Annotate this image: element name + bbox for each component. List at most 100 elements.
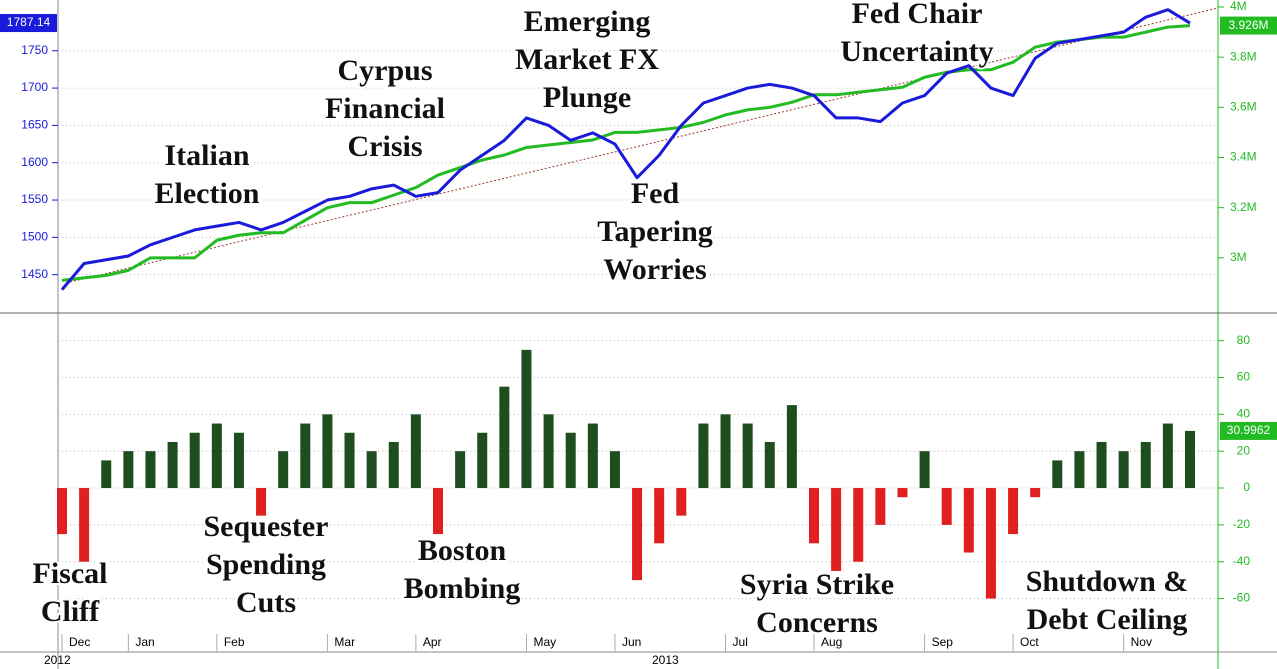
bar: [853, 488, 864, 562]
bar: [609, 451, 620, 489]
annotation: Worries: [603, 253, 706, 286]
annotation: Emerging: [524, 5, 651, 38]
bar: [985, 488, 996, 599]
x-tick-label: Nov: [1131, 635, 1152, 649]
bar: [388, 441, 399, 489]
y-tick-label: 80: [1237, 333, 1251, 347]
bar: [256, 488, 267, 516]
bar: [366, 451, 377, 489]
x-tick-label: Feb: [224, 635, 245, 649]
bar: [809, 488, 819, 544]
bar: [565, 432, 576, 489]
annotation: Cuts: [236, 586, 296, 619]
y-tick-label: -20: [1233, 517, 1251, 531]
annotation: Boston: [418, 534, 507, 567]
annotation: Fed Chair: [852, 0, 983, 30]
bar: [919, 451, 930, 489]
x-tick-label: Oct: [1020, 635, 1039, 649]
bar: [764, 441, 775, 489]
y-tick-label: 20: [1237, 443, 1251, 457]
bar: [300, 423, 311, 489]
bar: [897, 488, 908, 498]
bar: [1096, 441, 1107, 489]
bar: [831, 488, 842, 571]
bar: [698, 423, 709, 489]
bar: [278, 451, 289, 489]
annotation: Concerns: [756, 606, 878, 639]
bar: [189, 432, 200, 489]
annotation: Tapering: [597, 215, 713, 248]
bar: [101, 460, 112, 489]
series-line: [60, 8, 1191, 291]
annotation: Election: [155, 177, 260, 210]
annotation: Cliff: [41, 595, 100, 628]
y2-tick-label: 3.6M: [1230, 100, 1257, 114]
bar: [632, 488, 643, 581]
last-value-label: 30.9962: [1227, 423, 1271, 437]
bar: [145, 451, 156, 489]
x-tick-label: Apr: [423, 635, 442, 649]
bar: [875, 488, 886, 525]
x-tick-label: Dec: [69, 635, 90, 649]
y2-tick-label: 3.2M: [1230, 200, 1257, 214]
bar: [1118, 451, 1129, 489]
x-tick-label: Jul: [733, 635, 748, 649]
bar: [322, 414, 333, 489]
y-tick-label: 1700: [21, 80, 48, 94]
x-tick-label: Jun: [622, 635, 641, 649]
y-tick-label: 0: [1243, 480, 1250, 494]
series-line: [61, 24, 1191, 282]
y-tick-label: 1650: [21, 118, 48, 132]
x-tick-label: Aug: [821, 635, 842, 649]
bar: [79, 488, 90, 562]
y-tick-label: 1450: [21, 267, 48, 281]
last-value-label: 1787.14: [7, 15, 51, 29]
annotation: Debt Ceiling: [1027, 603, 1188, 636]
bar: [1162, 423, 1173, 489]
bar: [676, 488, 687, 516]
bar: [477, 432, 488, 489]
bar: [587, 423, 598, 489]
y-tick-label: 1550: [21, 192, 48, 206]
y2-tick-label: 3M: [1230, 250, 1247, 264]
bar: [1074, 451, 1085, 489]
y-tick-label: -60: [1233, 591, 1251, 605]
y2-tick-label: 3.8M: [1230, 49, 1257, 63]
annotation: Uncertainty: [840, 35, 993, 68]
bar: [1185, 430, 1195, 489]
bar: [941, 488, 952, 525]
bar: [433, 488, 443, 535]
bar: [499, 386, 510, 489]
x-tick-label: Mar: [334, 635, 355, 649]
annotation: Cyrpus: [337, 54, 432, 87]
bar: [742, 423, 753, 489]
annotation: Shutdown &: [1026, 565, 1189, 598]
y-tick-label: 1750: [21, 43, 48, 57]
bar: [57, 488, 67, 535]
x-tick-label: Sep: [932, 635, 954, 649]
annotation: Financial: [325, 92, 445, 125]
last-value-label: 3.926M: [1228, 18, 1268, 32]
annotation: Plunge: [543, 81, 631, 114]
annotation: Italian: [164, 139, 249, 172]
year-label: 2013: [652, 653, 679, 667]
bar: [1008, 488, 1019, 535]
y-tick-label: 40: [1237, 407, 1251, 421]
last-value-box: [1220, 16, 1277, 35]
bar: [543, 414, 554, 489]
bar: [455, 451, 466, 489]
bar: [211, 423, 222, 489]
annotation: Sequester: [204, 510, 329, 543]
bar: [233, 432, 244, 489]
x-tick-label: May: [533, 635, 556, 649]
bar: [410, 414, 421, 489]
annotation: Fiscal: [33, 557, 108, 590]
bar: [1052, 460, 1063, 489]
annotation: Bombing: [404, 572, 521, 605]
y2-tick-label: 4M: [1230, 0, 1247, 13]
bar: [720, 414, 731, 489]
bar: [123, 451, 134, 489]
y-tick-label: 1600: [21, 155, 48, 169]
last-value-box: [0, 14, 57, 33]
